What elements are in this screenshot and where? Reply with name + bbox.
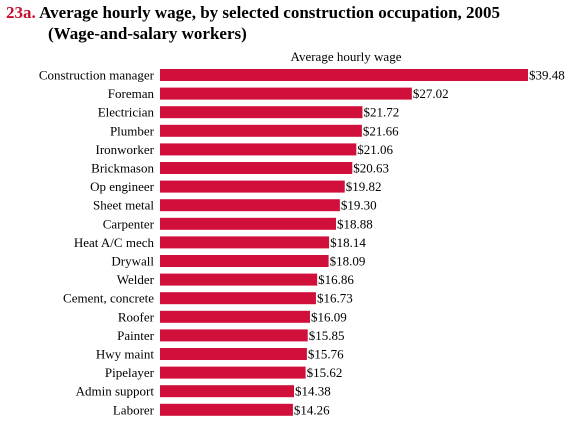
value-label: $20.63 <box>353 161 389 176</box>
bar <box>160 180 345 193</box>
value-label: $18.88 <box>337 216 373 231</box>
category-label: Op engineer <box>90 179 155 194</box>
bar <box>160 106 363 119</box>
bar <box>160 162 353 174</box>
bar <box>160 69 528 81</box>
value-label: $15.76 <box>308 347 344 362</box>
bar <box>160 273 318 286</box>
category-label: Drywall <box>111 254 154 269</box>
value-label: $14.38 <box>295 384 331 399</box>
bar <box>160 199 340 212</box>
value-label: $39.48 <box>529 68 565 83</box>
category-label: Hwy maint <box>96 347 155 362</box>
bar <box>160 403 293 416</box>
category-label: Painter <box>117 328 154 343</box>
value-label: $14.26 <box>294 402 330 417</box>
value-label: $21.06 <box>357 142 393 157</box>
category-label: Cement, concrete <box>63 291 154 306</box>
bar <box>160 385 295 398</box>
value-label: $19.82 <box>346 179 382 194</box>
category-label: Sheet metal <box>93 198 154 213</box>
category-label: Plumber <box>110 123 155 138</box>
category-label: Heat A/C mech <box>74 235 155 250</box>
category-label: Roofer <box>118 309 155 324</box>
category-label: Electrician <box>98 105 155 120</box>
chart-subtitle: (Wage-and-salary workers) <box>48 24 247 43</box>
bar <box>160 366 306 379</box>
bar <box>160 310 310 323</box>
category-label: Construction manager <box>39 68 155 83</box>
bar <box>160 255 329 267</box>
chart-title-block: 23a. Average hourly wage, by selected co… <box>6 2 576 44</box>
x-axis-label: Average hourly wage <box>291 49 402 64</box>
bar <box>160 87 412 100</box>
category-label: Foreman <box>108 86 155 101</box>
category-label: Carpenter <box>103 216 155 231</box>
bar <box>160 348 307 360</box>
value-label: $21.66 <box>363 123 399 138</box>
category-label: Pipelayer <box>105 365 155 380</box>
category-label: Laborer <box>113 402 155 417</box>
bar <box>160 124 362 137</box>
bar <box>160 236 330 249</box>
value-label: $16.09 <box>311 309 347 324</box>
value-label: $18.09 <box>330 254 366 269</box>
bar <box>160 292 316 305</box>
value-label: $16.86 <box>318 272 354 287</box>
category-label: Ironworker <box>96 142 155 157</box>
value-label: $27.02 <box>413 86 449 101</box>
chart-title: Average hourly wage, by selected constru… <box>39 3 501 22</box>
bar <box>160 217 336 230</box>
bars-group: Construction manager $39.48 Foreman $27.02 E… <box>39 68 565 418</box>
bar <box>160 143 357 156</box>
category-label: Brickmason <box>91 161 154 176</box>
value-label: $21.72 <box>363 105 399 120</box>
value-label: $18.14 <box>330 235 366 250</box>
value-label: $15.85 <box>309 328 345 343</box>
value-label: $19.30 <box>341 198 377 213</box>
value-label: $16.73 <box>317 291 353 306</box>
category-label: Admin support <box>76 384 155 399</box>
category-label: Welder <box>117 272 155 287</box>
bar <box>160 329 308 342</box>
figure-number: 23a. <box>6 3 36 22</box>
value-label: $15.62 <box>307 365 343 380</box>
